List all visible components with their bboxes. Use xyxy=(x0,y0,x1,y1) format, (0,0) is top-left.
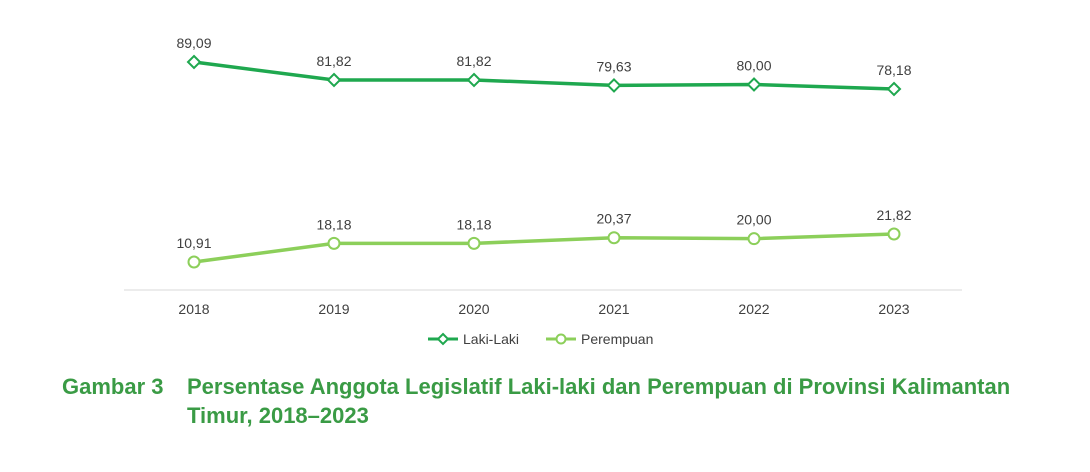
data-point xyxy=(327,236,341,250)
legend-diamond-icon xyxy=(436,332,450,346)
x-tick-label-2023: 2023 xyxy=(878,301,909,317)
data-label: 10,91 xyxy=(176,235,211,251)
x-tick-label-2022: 2022 xyxy=(738,301,769,317)
legend-label: Laki-Laki xyxy=(463,331,519,347)
data-label: 78,18 xyxy=(876,62,911,78)
legend-label: Perempuan xyxy=(581,331,653,347)
data-label: 20,37 xyxy=(596,211,631,227)
x-tick-label-2020: 2020 xyxy=(458,301,489,317)
data-label: 21,82 xyxy=(876,207,911,223)
data-label: 79,63 xyxy=(596,58,631,74)
series-line-perempuan xyxy=(193,232,895,264)
data-point xyxy=(186,54,202,70)
data-point xyxy=(467,236,481,250)
data-point xyxy=(607,231,621,245)
data-point xyxy=(746,77,762,92)
x-tick-label-2021: 2021 xyxy=(598,301,629,317)
data-point xyxy=(466,72,482,88)
data-point xyxy=(326,72,342,88)
legend-item-perempuan: Perempuan xyxy=(546,331,653,347)
data-label: 18,18 xyxy=(316,216,351,232)
data-label: 89,09 xyxy=(176,35,211,51)
data-label: 18,18 xyxy=(456,216,491,232)
legend-item-laki-laki: Laki-Laki xyxy=(428,331,519,347)
series-line-laki-laki xyxy=(193,60,895,91)
data-label: 81,82 xyxy=(456,53,491,69)
data-point xyxy=(886,81,902,97)
data-point xyxy=(747,232,761,246)
figure-caption: Gambar 3 Persentase Anggota Legislatif L… xyxy=(62,372,1052,430)
data-label: 80,00 xyxy=(736,57,771,73)
data-label: 81,82 xyxy=(316,53,351,69)
line-chart: 2018 2019 2020 2021 2022 2023 89,09 81,82 81,82 7… xyxy=(124,35,962,347)
figure-label: Gambar 3 xyxy=(62,374,164,399)
data-point xyxy=(606,77,622,93)
legend-circle-icon xyxy=(555,333,567,345)
data-point xyxy=(887,227,901,241)
x-tick-label-2019: 2019 xyxy=(318,301,349,317)
data-label: 20,00 xyxy=(736,212,771,228)
x-tick-label-2018: 2018 xyxy=(178,301,209,317)
figure-title: Persentase Anggota Legislatif Laki-laki … xyxy=(187,374,1011,428)
data-point xyxy=(187,255,201,269)
